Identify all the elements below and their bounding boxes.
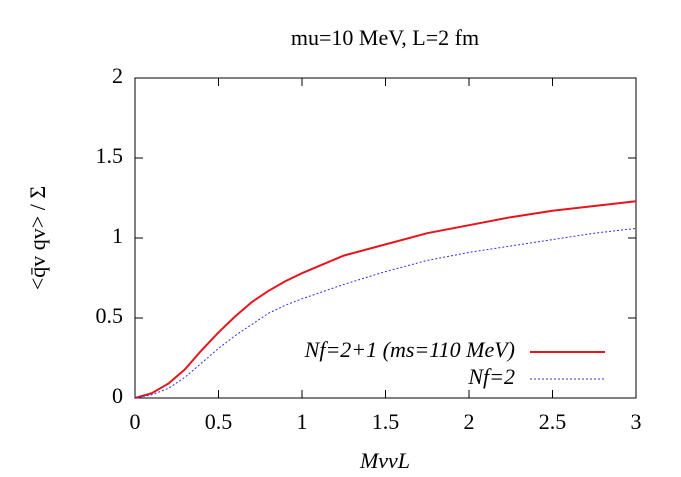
x-tick-label: 2.5 [539,409,567,434]
y-tick-label: 1.5 [96,143,124,168]
x-tick-label: 3 [631,409,642,434]
y-tick-label: 0 [112,383,123,408]
legend-label: Nf=2+1 (ms=110 MeV) [304,337,515,362]
chart-title: mu=10 MeV, L=2 fm [291,25,479,50]
x-tick-label: 0 [130,409,141,434]
x-axis-label: MvvL [359,448,410,473]
y-tick-label: 1 [112,223,123,248]
x-tick-label: 1 [297,409,308,434]
y-tick-label: 0.5 [96,303,124,328]
y-tick-label: 2 [112,63,123,88]
series-line [134,227,637,399]
y-axis-label: <q̄v qv> / Σ [25,186,50,290]
series-line [134,200,637,399]
x-tick-label: 0.5 [205,409,233,434]
x-tick-label: 1.5 [372,409,400,434]
legend-label: Nf=2 [467,364,515,389]
x-tick-label: 2 [464,409,475,434]
